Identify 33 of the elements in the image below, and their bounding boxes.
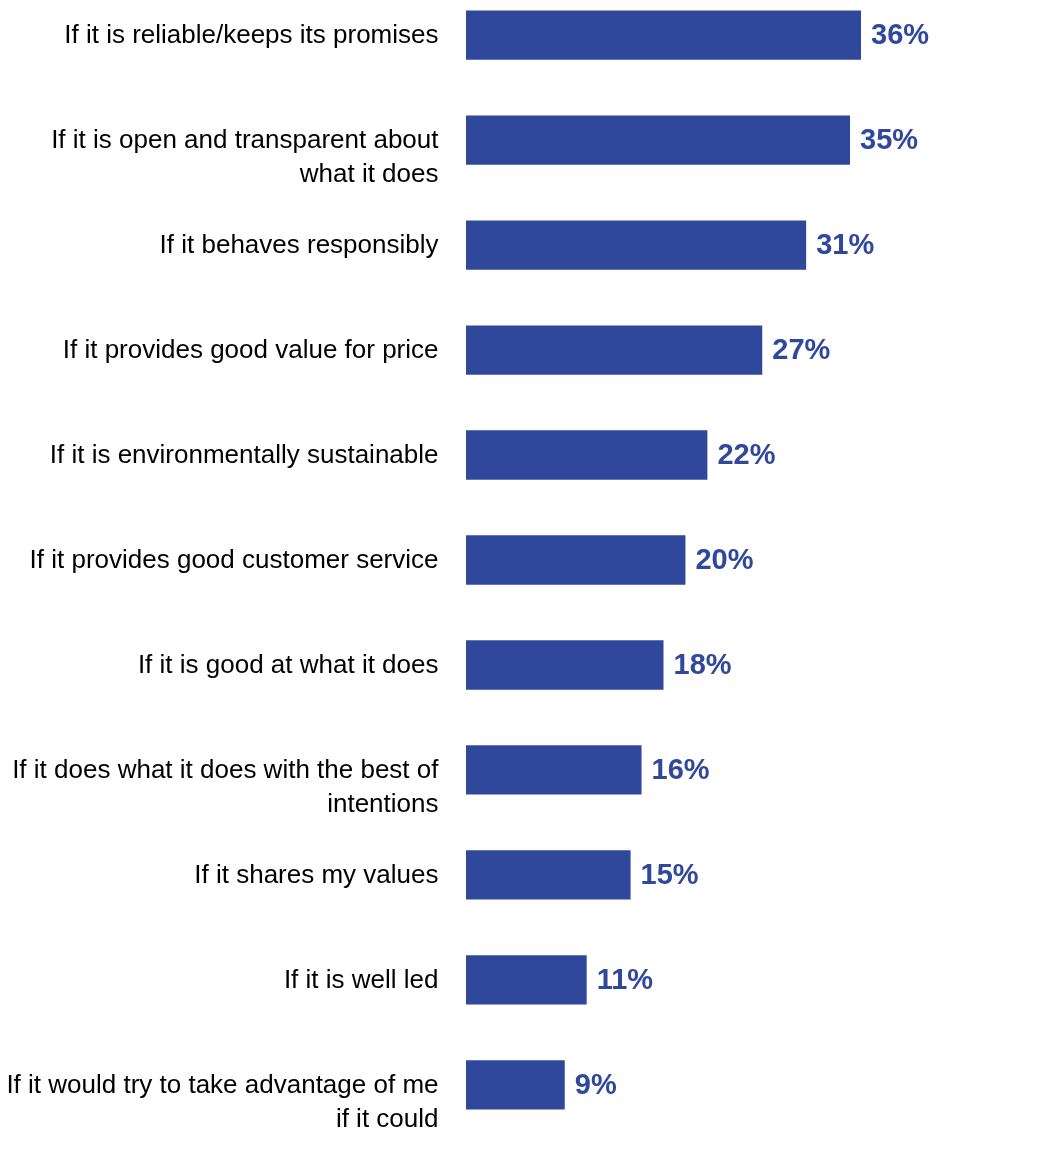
y-tick-label: If it is environmentally sustainable: [49, 439, 439, 470]
bar: [466, 535, 686, 585]
bar: [466, 325, 763, 375]
y-tick-label: If it does what it does with the best of intentions: [12, 753, 440, 818]
data-label: 36%: [871, 18, 930, 51]
y-tick-label: If it would try to take advantage of me if it could: [6, 1068, 439, 1133]
bar: [466, 430, 708, 480]
y-tick-label: If it provides good customer service: [29, 544, 439, 574]
y-tick-label: If it shares my values: [194, 858, 439, 889]
y-tick-label: If it is open and transparent about what it does: [51, 124, 440, 189]
data-label: 16%: [651, 752, 710, 785]
bar: [466, 745, 642, 795]
data-label: 15%: [640, 857, 699, 890]
y-tick-label: If it is good at what it does: [137, 648, 439, 679]
y-tick-label: If it behaves responsibly: [159, 229, 439, 260]
bar: [466, 1060, 565, 1110]
bar: [466, 850, 631, 900]
data-label: 27%: [772, 333, 831, 366]
bar: [466, 955, 587, 1005]
bar: [466, 640, 664, 690]
bar: [466, 220, 807, 270]
bar: [466, 115, 851, 165]
data-label: 35%: [860, 123, 919, 156]
data-label: 9%: [574, 1067, 617, 1100]
y-tick-label: If it is reliable/keeps its promises: [64, 19, 439, 50]
bar: [466, 10, 861, 60]
data-label: 18%: [673, 647, 732, 680]
y-tick-label: If it provides good value for price: [62, 334, 439, 365]
data-label: 31%: [816, 228, 875, 261]
y-tick-label: If it is well led: [283, 963, 439, 994]
data-label: 20%: [695, 543, 754, 575]
data-label: 11%: [596, 962, 654, 995]
data-label: 22%: [717, 438, 776, 471]
